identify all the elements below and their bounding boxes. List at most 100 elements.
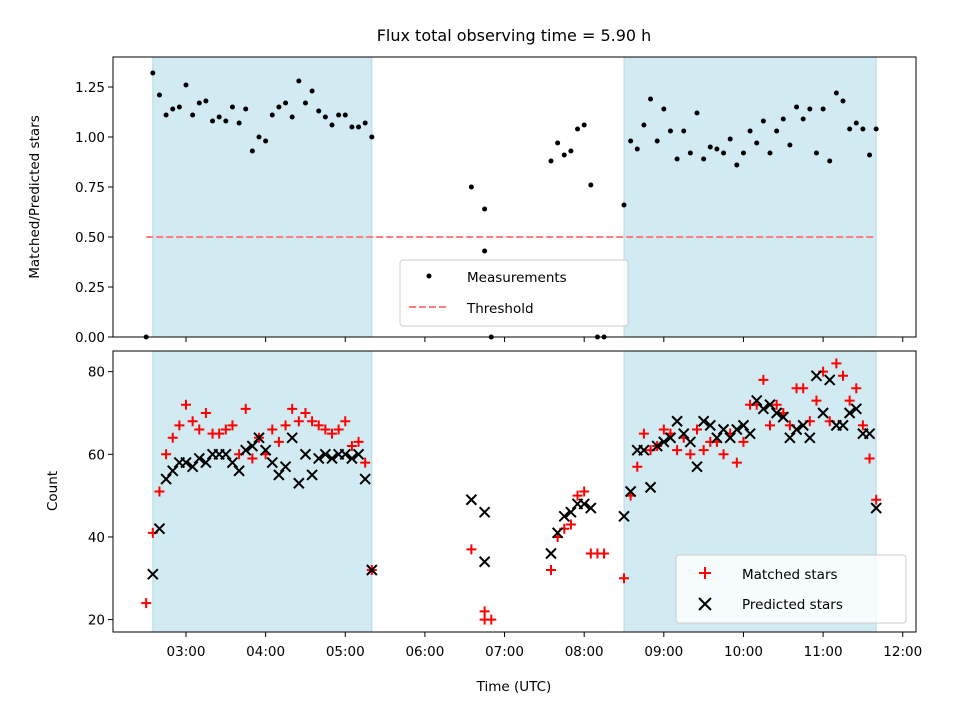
measurement-point [283, 100, 289, 106]
measurement-point [561, 152, 567, 158]
predicted-stars-point [651, 440, 663, 452]
matched-stars-point [771, 399, 782, 410]
measurement-point [701, 156, 707, 162]
matched-stars-point [307, 416, 318, 427]
measurement-point [183, 82, 189, 88]
matched-stars-point [154, 486, 165, 497]
predicted-stars-point [804, 432, 816, 444]
measurement-point [847, 126, 853, 132]
measurement-point [807, 106, 813, 112]
measurement-point [654, 138, 660, 144]
predicted-stars-point [366, 564, 378, 576]
observing-interval-shade [152, 56, 373, 338]
predicted-stars-point [744, 427, 756, 440]
predicted-stars-point [843, 407, 856, 419]
count-panel: 20 40 60 80 03:00 04:00 05:00 06:00 07:00 08:00 0… [45, 350, 922, 695]
predicted-stars-point [777, 411, 789, 423]
predicted-stars-point [770, 407, 783, 419]
predicted-stars-point [147, 568, 159, 580]
predicted-stars-point [246, 440, 259, 452]
predicted-stars-point [266, 456, 278, 469]
measurement-point [296, 78, 302, 84]
measurement-point [482, 206, 488, 212]
predicted-stars-point [220, 448, 232, 461]
predicted-stars-point [671, 415, 683, 427]
predicted-stars-point [817, 407, 829, 419]
measurement-point [176, 104, 182, 110]
bottom-legend: Matched stars Predicted stars [675, 554, 907, 624]
predicted-stars-point [200, 456, 212, 469]
predicted-stars-point [784, 432, 796, 444]
measurement-point [276, 104, 282, 110]
predicted-stars-point [240, 444, 252, 456]
predicted-stars-point [346, 452, 358, 465]
measurement-point [349, 124, 355, 130]
measurement-point [714, 146, 720, 152]
measurement-point [727, 136, 733, 142]
top-legend: Measurements Threshold [399, 259, 629, 327]
matched-stars-point [619, 573, 629, 584]
matched-stars-point [831, 358, 842, 369]
measurement-point [853, 120, 859, 126]
predicted-stars-point [193, 452, 205, 465]
matched-stars-point [851, 383, 862, 394]
measurement-point [482, 248, 488, 254]
matched-stars-point [346, 441, 357, 452]
predicted-stars-point [359, 473, 371, 485]
measurement-point [734, 162, 740, 168]
measurement-point [767, 150, 773, 156]
matched-stars-point [599, 548, 610, 559]
matched-stars-point [466, 544, 477, 555]
measurement-point [356, 124, 362, 130]
predicted-stars-point [691, 460, 703, 473]
matched-stars-point [214, 428, 225, 439]
matched-stars-point [293, 416, 304, 427]
matched-stars-point [353, 436, 364, 447]
matched-stars-point [638, 428, 649, 439]
measurement-point [210, 118, 216, 124]
measurement-point [329, 122, 335, 128]
matched-stars-point [632, 461, 643, 472]
predicted-stars-point [233, 465, 245, 477]
measurement-point [667, 128, 673, 134]
measurement-point [468, 184, 474, 190]
predicted-stars-point [319, 448, 332, 461]
matched-stars-point [161, 449, 172, 460]
matched-stars-point [486, 614, 497, 625]
ratio-panel: 0.00 0.25 0.50 0.75 1.00 1.25 Matched/Predict… [27, 56, 917, 346]
measurement-point [362, 120, 368, 126]
predicted-stars-point [837, 419, 849, 432]
measurement-point [336, 112, 342, 118]
matched-stars-point [200, 407, 211, 418]
matched-stars-point [798, 383, 809, 394]
predicted-stars-point [737, 419, 750, 432]
x-tick-label: 12:00 [883, 644, 922, 660]
matched-stars-point [838, 370, 848, 381]
measurement-point [813, 150, 819, 156]
measurement-point [163, 112, 169, 118]
x-tick-label: 06:00 [405, 644, 444, 660]
top-legend-box [399, 259, 629, 327]
measurement-point [833, 90, 839, 96]
legend-predicted-marker [698, 597, 712, 611]
measurement-point [707, 144, 713, 150]
x-tick-label: 04:00 [246, 644, 285, 660]
predicted-stars-point [326, 452, 338, 465]
predicted-stars-point [717, 423, 730, 436]
predicted-stars-point [226, 456, 239, 469]
measurement-point [687, 150, 693, 156]
predicted-stars-point [352, 448, 365, 461]
measurement-point [263, 138, 269, 144]
measurement-point [203, 98, 209, 104]
top-axes-frame [112, 56, 917, 338]
x-tick-label: 03:00 [167, 644, 206, 660]
matched-stars-point [758, 374, 769, 385]
measurement-point [322, 114, 328, 120]
measurement-point [581, 122, 587, 128]
measurement-point [249, 148, 255, 154]
predicted-stars-point [306, 469, 318, 481]
x-tick-label: 07:00 [485, 644, 524, 660]
predicted-stars-point [711, 432, 723, 444]
matched-stars-point [327, 428, 337, 439]
top-y-tick-label: 1.00 [75, 130, 105, 146]
